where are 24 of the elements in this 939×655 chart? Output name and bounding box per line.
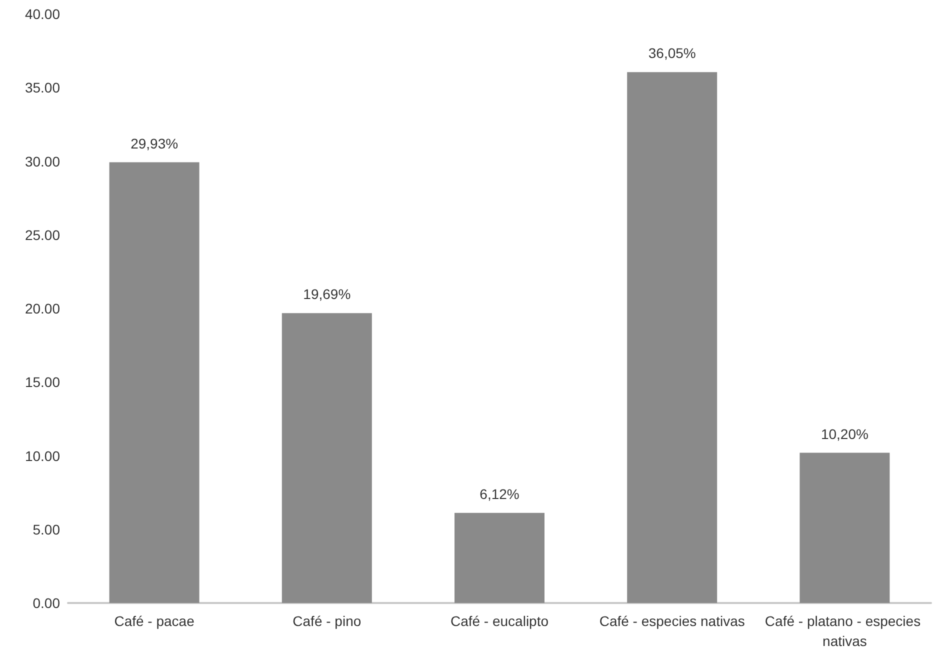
data-label: 6,12% — [480, 486, 520, 502]
bar — [454, 512, 544, 603]
x-tick-label: Café - platano - especies nativas — [764, 613, 924, 649]
x-tick-label: Café - eucalipto — [450, 613, 549, 629]
y-tick-label: 0.00 — [32, 595, 60, 611]
x-tick-label: Café - especies nativas — [599, 613, 745, 629]
x-tick-label: Café - pacae — [114, 613, 195, 629]
y-tick-label: 40.00 — [24, 6, 60, 22]
y-tick-label: 5.00 — [32, 521, 60, 538]
bar — [800, 452, 890, 603]
y-tick-label: 20.00 — [24, 300, 60, 316]
y-tick-label: 25.00 — [24, 226, 60, 243]
bar — [282, 313, 372, 603]
y-tick-label: 15.00 — [24, 374, 60, 390]
data-label: 29,93% — [130, 135, 178, 152]
y-tick-label: 10.00 — [24, 448, 60, 464]
y-tick-label: 30.00 — [24, 153, 60, 170]
x-tick-label: Café - pino — [292, 613, 362, 629]
data-label: 36,05% — [648, 45, 696, 62]
data-label: 10,20% — [820, 426, 868, 442]
bar — [109, 162, 200, 603]
y-tick-label: 35.00 — [24, 80, 60, 96]
bar — [627, 72, 718, 603]
data-label: 19,69% — [303, 286, 351, 302]
